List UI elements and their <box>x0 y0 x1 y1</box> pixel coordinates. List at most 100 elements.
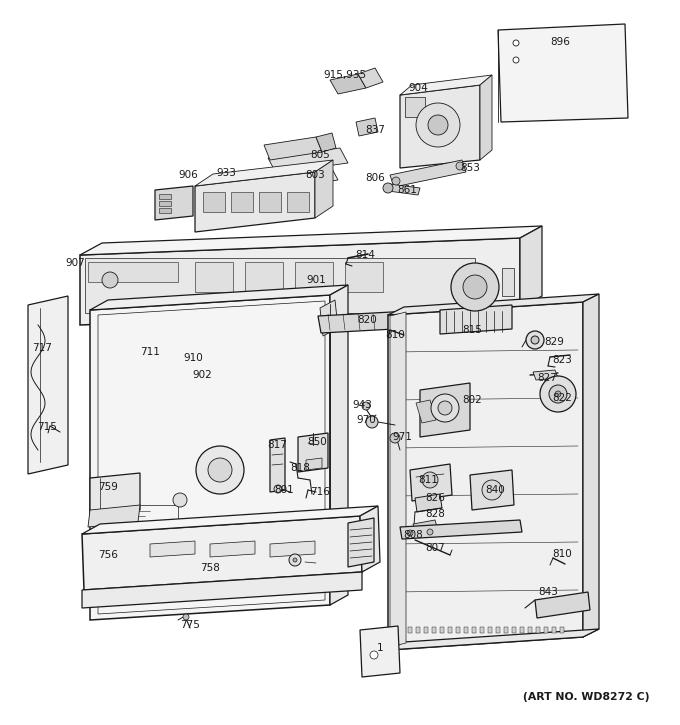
Polygon shape <box>520 226 542 308</box>
Circle shape <box>390 433 400 443</box>
Circle shape <box>482 480 502 500</box>
Circle shape <box>540 376 576 412</box>
Bar <box>231 192 253 212</box>
Circle shape <box>526 331 544 349</box>
Circle shape <box>513 57 519 63</box>
Circle shape <box>208 458 232 482</box>
Circle shape <box>422 472 438 488</box>
Bar <box>88 262 178 282</box>
Polygon shape <box>540 376 562 397</box>
Bar <box>544 627 548 633</box>
Text: 837: 837 <box>365 125 385 135</box>
Text: 759: 759 <box>98 482 118 492</box>
Polygon shape <box>413 520 438 534</box>
Bar <box>424 627 428 633</box>
Circle shape <box>428 115 448 135</box>
Polygon shape <box>415 494 442 512</box>
Polygon shape <box>318 311 413 333</box>
Text: 910: 910 <box>183 353 203 363</box>
Text: 807: 807 <box>425 543 445 553</box>
Polygon shape <box>270 438 285 492</box>
Polygon shape <box>416 400 436 423</box>
Polygon shape <box>298 433 328 472</box>
Bar <box>159 208 171 213</box>
Bar <box>408 627 412 633</box>
Bar <box>504 627 508 633</box>
Bar <box>488 627 492 633</box>
Polygon shape <box>315 160 333 218</box>
Text: (ART NO. WD8272 C): (ART NO. WD8272 C) <box>523 692 649 702</box>
Bar <box>528 627 532 633</box>
Circle shape <box>431 394 459 422</box>
Circle shape <box>456 162 464 170</box>
Circle shape <box>407 530 413 536</box>
Polygon shape <box>535 592 590 618</box>
Circle shape <box>531 336 539 344</box>
Bar <box>440 627 444 633</box>
Bar <box>464 627 468 633</box>
Text: 971: 971 <box>392 432 412 442</box>
Text: 943: 943 <box>352 400 372 410</box>
Polygon shape <box>195 172 315 232</box>
Polygon shape <box>348 518 374 567</box>
Polygon shape <box>80 238 520 325</box>
Circle shape <box>289 554 301 566</box>
Polygon shape <box>320 300 338 336</box>
Circle shape <box>416 103 460 147</box>
Bar <box>416 627 420 633</box>
Polygon shape <box>90 473 140 515</box>
Polygon shape <box>82 516 362 590</box>
Polygon shape <box>410 464 452 501</box>
Bar <box>496 627 500 633</box>
Polygon shape <box>400 520 522 539</box>
Bar <box>560 627 564 633</box>
Polygon shape <box>150 541 195 557</box>
Text: 803: 803 <box>305 170 325 180</box>
Text: 828: 828 <box>425 509 445 519</box>
Text: 823: 823 <box>552 355 572 365</box>
Polygon shape <box>90 285 348 310</box>
Polygon shape <box>440 305 512 334</box>
Text: 717: 717 <box>32 343 52 353</box>
Text: 820: 820 <box>357 315 377 325</box>
Text: 810: 810 <box>552 549 572 559</box>
Circle shape <box>463 275 487 299</box>
Circle shape <box>183 614 189 620</box>
Polygon shape <box>390 312 406 647</box>
Text: 775: 775 <box>180 620 200 630</box>
Polygon shape <box>480 75 492 160</box>
Text: 907: 907 <box>65 258 85 268</box>
Text: 826: 826 <box>425 493 445 503</box>
Bar <box>520 627 524 633</box>
Bar <box>536 627 540 633</box>
Bar <box>512 627 516 633</box>
Polygon shape <box>195 160 333 186</box>
Polygon shape <box>400 85 480 168</box>
Text: 853: 853 <box>460 163 480 173</box>
Circle shape <box>438 401 452 415</box>
Polygon shape <box>583 294 599 637</box>
Circle shape <box>513 40 519 46</box>
Polygon shape <box>264 137 322 160</box>
Text: 850: 850 <box>307 437 327 447</box>
Circle shape <box>196 446 244 494</box>
Polygon shape <box>88 505 140 527</box>
Text: 715: 715 <box>37 422 57 432</box>
Bar <box>203 192 225 212</box>
Text: 806: 806 <box>365 173 385 183</box>
Circle shape <box>274 485 282 493</box>
Polygon shape <box>270 541 315 557</box>
Text: 814: 814 <box>355 250 375 260</box>
Polygon shape <box>388 629 599 650</box>
Polygon shape <box>80 226 542 255</box>
Text: 815: 815 <box>462 325 482 335</box>
Bar <box>480 627 484 633</box>
Circle shape <box>293 558 297 562</box>
Text: 758: 758 <box>200 563 220 573</box>
Polygon shape <box>533 370 558 380</box>
Polygon shape <box>390 160 466 187</box>
Polygon shape <box>258 165 338 190</box>
Text: 827: 827 <box>537 373 557 383</box>
Text: 843: 843 <box>538 587 558 597</box>
Text: 904: 904 <box>408 83 428 93</box>
